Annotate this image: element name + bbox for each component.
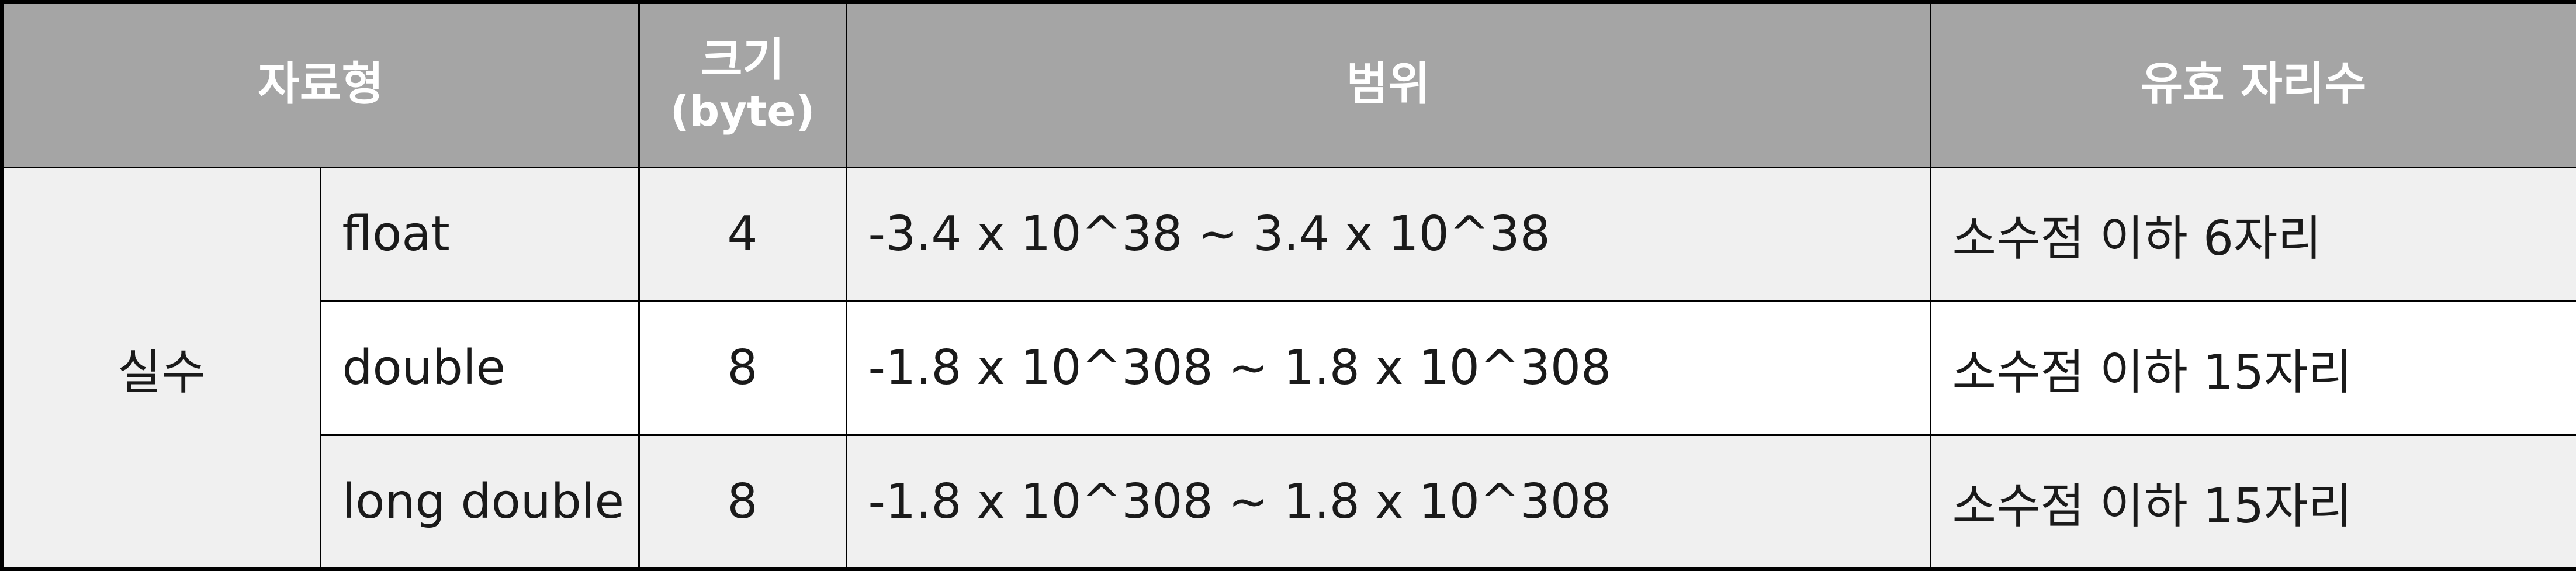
header-size-label: 크기 xyxy=(700,34,785,86)
size-cell: 8 xyxy=(638,300,847,437)
table-row: long double 8 -1.8 x 10^308 ~ 1.8 x 10^3… xyxy=(2,434,2576,570)
header-row: 자료형 크기 (byte) 범위 유효 자리수 xyxy=(1,1,2576,168)
precision-cell: 소수점 이하 15자리 xyxy=(1929,434,2576,570)
range-cell: -3.4 x 10^38 ~ 3.4 x 10^38 xyxy=(845,166,1931,302)
table-row: 실수 float 4 -3.4 x 10^38 ~ 3.4 x 10^38 소수… xyxy=(1,166,2576,570)
header-size-unit: (byte) xyxy=(670,86,815,136)
precision-cell: 소수점 이하 15자리 xyxy=(1929,300,2576,437)
category-cell: 실수 xyxy=(1,166,321,570)
table-row: double 8 -1.8 x 10^308 ~ 1.8 x 10^308 소수… xyxy=(2,300,2576,437)
header-precision: 유효 자리수 xyxy=(1929,1,2576,168)
header-type: 자료형 xyxy=(1,1,640,168)
precision-cell: 소수점 이하 6자리 xyxy=(1929,166,2576,302)
size-cell: 8 xyxy=(638,434,847,570)
header-range: 범위 xyxy=(845,1,1931,168)
header-size: 크기 (byte) xyxy=(638,1,847,168)
range-cell: -1.8 x 10^308 ~ 1.8 x 10^308 xyxy=(845,300,1931,437)
type-cell: float xyxy=(319,166,640,302)
size-cell: 4 xyxy=(638,166,847,302)
type-cell: double xyxy=(319,300,640,437)
range-cell: -1.8 x 10^308 ~ 1.8 x 10^308 xyxy=(845,434,1931,570)
type-cell: long double xyxy=(319,434,640,570)
